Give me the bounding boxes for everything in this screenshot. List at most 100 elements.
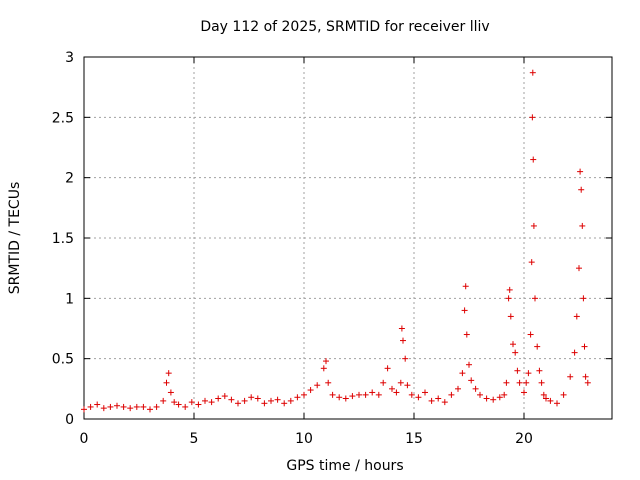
y-tick-label: 1.5: [52, 231, 74, 247]
data-point: [329, 391, 336, 398]
data-point: [400, 337, 406, 344]
data-point: [380, 379, 387, 386]
data-point: [248, 394, 255, 401]
data-point: [514, 367, 521, 374]
data-point: [448, 391, 455, 398]
data-point: [375, 391, 382, 398]
x-tick-label: 0: [80, 431, 89, 447]
data-point: [281, 400, 288, 407]
data-point: [175, 401, 182, 408]
data-point: [336, 394, 343, 401]
data-point: [512, 349, 519, 356]
data-point: [536, 367, 543, 374]
data-point: [356, 391, 362, 398]
data-point: [287, 397, 294, 404]
data-point: [140, 403, 147, 410]
data-point: [320, 365, 327, 372]
axis-ticks: 0 0.5 1 1.5 2 2.5 3 0 5 10 15 20: [52, 50, 612, 447]
data-point: [530, 222, 537, 229]
data-point: [530, 156, 537, 163]
data-point: [501, 391, 508, 398]
data-point: [167, 389, 174, 396]
data-point: [567, 373, 574, 380]
data-point: [505, 295, 512, 302]
x-axis-label: GPS time / hours: [286, 458, 403, 474]
y-tick-label: 3: [65, 50, 74, 66]
data-point: [94, 401, 101, 408]
data-point: [428, 397, 435, 404]
data-point: [578, 186, 585, 193]
data-point: [584, 379, 591, 386]
data-point: [528, 259, 535, 266]
data-point: [163, 379, 170, 386]
data-point: [301, 391, 307, 398]
data-point: [274, 396, 281, 403]
data-point: [510, 341, 516, 348]
data-point: [397, 379, 404, 386]
data-point: [490, 396, 497, 403]
data-point: [404, 382, 411, 389]
data-point: [384, 365, 391, 372]
data-point: [147, 406, 153, 413]
data-point: [393, 389, 400, 396]
data-point: [160, 397, 167, 404]
data-point: [307, 387, 314, 394]
y-axis-label: SRMTID / TECUs: [7, 182, 23, 295]
data-point: [472, 385, 479, 392]
data-point: [153, 403, 160, 410]
data-point: [369, 389, 376, 396]
y-tick-label: 1: [65, 291, 74, 307]
data-point: [534, 343, 541, 350]
data-point: [188, 399, 195, 406]
data-point: [422, 389, 428, 396]
data-point: [314, 382, 321, 389]
data-point: [529, 114, 536, 121]
data-point: [525, 370, 532, 377]
data-point: [107, 403, 114, 410]
data-point: [496, 394, 503, 401]
data-point: [100, 405, 107, 412]
data-point: [408, 391, 415, 398]
data-point: [507, 313, 514, 320]
data-point: [466, 361, 472, 368]
x-tick-label: 5: [190, 431, 199, 447]
data-point: [87, 403, 94, 410]
data-point: [165, 370, 172, 377]
data-point: [202, 397, 208, 404]
data-point: [208, 399, 215, 406]
data-point: [571, 349, 578, 356]
data-point: [462, 283, 469, 290]
data-point: [581, 343, 588, 350]
data-point: [254, 395, 261, 402]
x-tick-label: 10: [295, 431, 313, 447]
data-point: [560, 391, 567, 398]
data-points: [81, 69, 591, 413]
data-point: [342, 395, 349, 402]
data-point: [455, 385, 461, 392]
data-point: [221, 393, 228, 400]
data-point: [435, 395, 442, 402]
data-point: [235, 400, 241, 407]
x-tick-label: 20: [515, 431, 533, 447]
y-tick-label: 0.5: [52, 352, 74, 368]
data-point: [576, 265, 582, 272]
plot-frame: [83, 56, 613, 420]
data-point: [349, 393, 356, 400]
data-point: [503, 379, 510, 386]
x-tick-label: 15: [405, 431, 423, 447]
data-point: [415, 394, 422, 401]
data-point: [532, 295, 538, 302]
data-point: [133, 403, 140, 410]
data-point: [579, 222, 586, 229]
data-point: [577, 168, 584, 175]
data-point: [228, 396, 235, 403]
data-point: [171, 399, 178, 406]
data-point: [459, 370, 466, 377]
data-point: [441, 399, 448, 406]
data-point: [461, 307, 468, 314]
data-point: [582, 373, 589, 380]
data-point: [538, 379, 545, 386]
data-point: [554, 400, 560, 407]
data-point: [516, 379, 523, 386]
